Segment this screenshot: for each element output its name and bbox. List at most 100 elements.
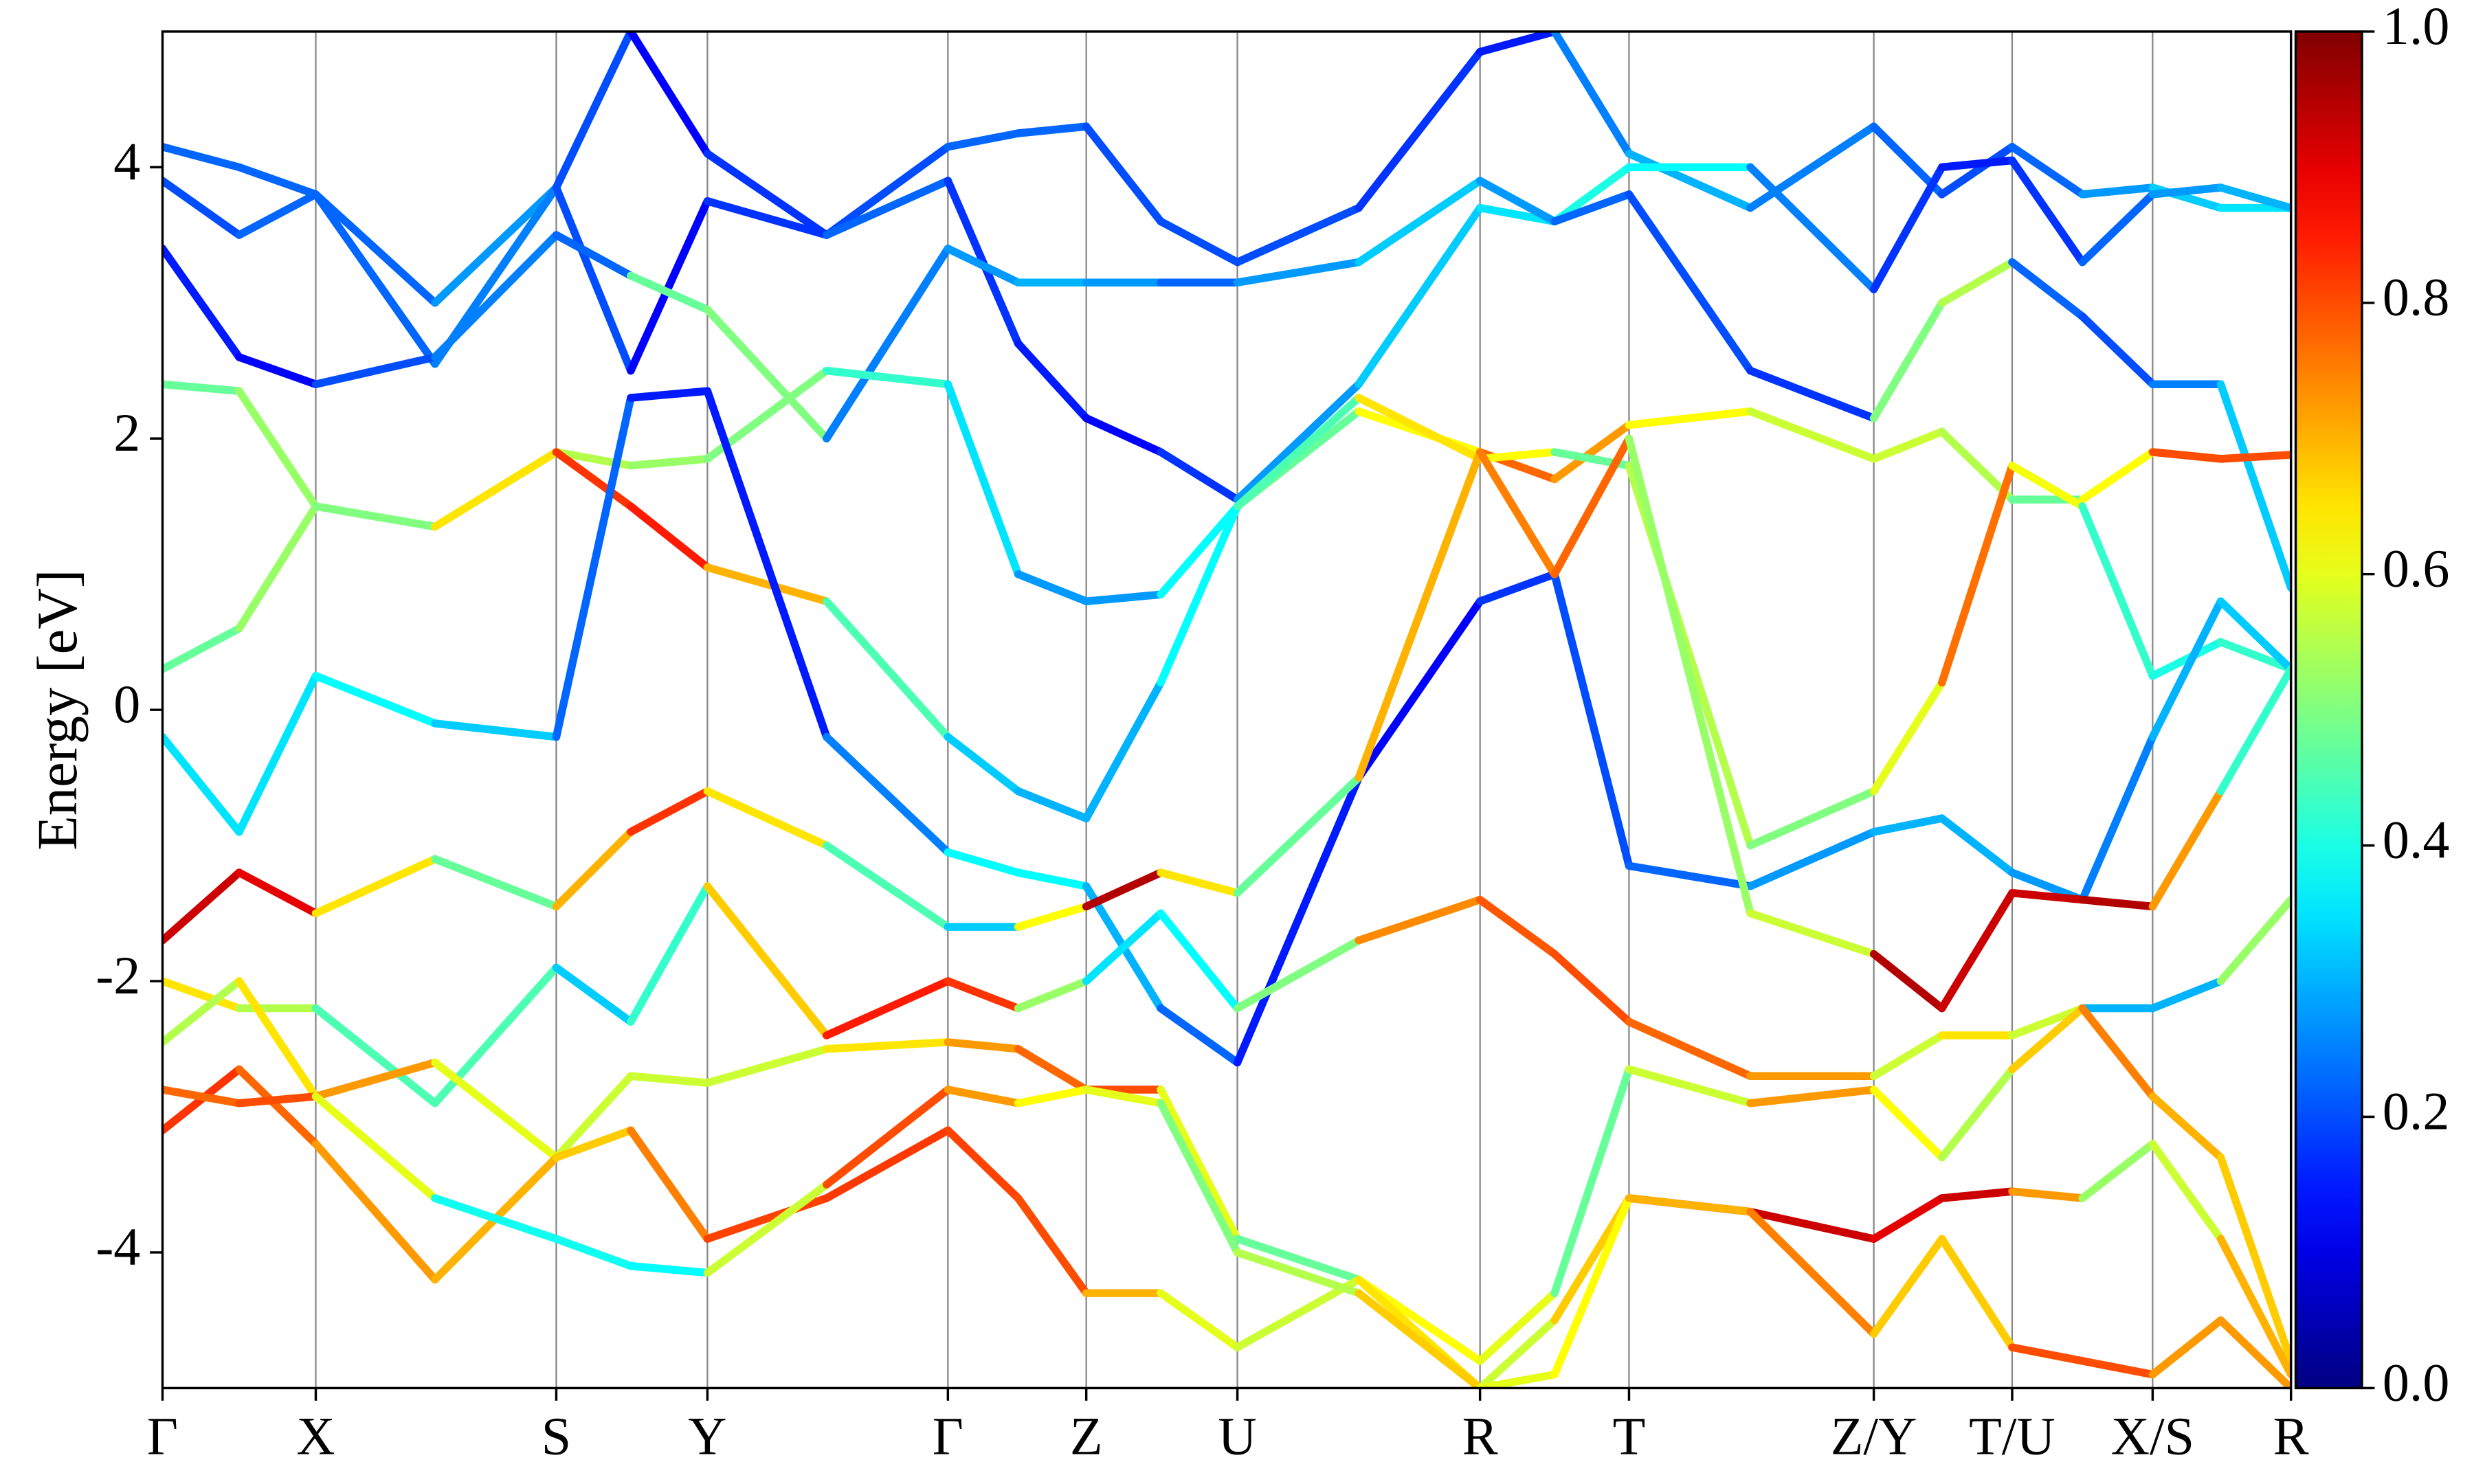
band-segment	[162, 732, 243, 836]
band-segment	[162, 143, 243, 172]
band-segment	[1550, 949, 1634, 1026]
band-segment	[1550, 420, 1634, 484]
band-segment	[1355, 895, 1484, 945]
band-segment	[1475, 1370, 1559, 1389]
band-segment	[1869, 1235, 1946, 1338]
band-segment	[431, 1058, 561, 1162]
band-segment	[1157, 909, 1242, 1013]
band-segment	[2078, 1140, 2157, 1202]
band-segment	[944, 977, 1023, 1013]
band-segment	[703, 787, 831, 850]
band-segment	[311, 190, 439, 368]
band-segment	[1937, 156, 2016, 172]
band-segment	[1233, 394, 1363, 510]
band-segment	[2078, 448, 2157, 504]
band-segment	[1082, 414, 1165, 456]
band-segment	[1355, 47, 1484, 212]
band-segment	[431, 1194, 561, 1243]
band-segment	[1355, 203, 1484, 389]
band-segment	[1746, 407, 1878, 463]
y-tick-label: -2	[96, 945, 140, 1005]
band-segment	[235, 353, 320, 389]
band-segment	[1014, 1045, 1091, 1094]
band-segment	[1869, 1194, 1946, 1243]
band-segment	[823, 245, 952, 443]
band-segment	[1157, 502, 1242, 687]
band-segment	[703, 1045, 831, 1087]
band-segment	[1869, 1031, 1946, 1081]
band-segment	[1869, 1086, 1946, 1162]
band-segment	[311, 190, 439, 307]
x-tick-label: X/S	[2111, 1406, 2194, 1465]
band-segment	[2216, 638, 2291, 673]
band-segment	[1014, 787, 1091, 822]
band-segment	[944, 380, 1023, 578]
band-segment	[1625, 1065, 1754, 1108]
x-tick-label: R	[1462, 1406, 1498, 1465]
band-segment	[627, 31, 712, 158]
band-segment	[1937, 1187, 2016, 1202]
band-segment	[235, 672, 320, 836]
band-segment	[1475, 177, 1559, 226]
band-segment	[1746, 1207, 1878, 1243]
band-segment	[1014, 977, 1091, 1013]
band-segment	[1475, 1316, 1559, 1389]
band-segment	[2148, 597, 2225, 741]
band-segment	[703, 196, 831, 239]
band-segment	[1157, 502, 1242, 599]
band-segment	[1625, 149, 1754, 212]
x-tick-label: T/U	[1969, 1406, 2055, 1465]
band-segment	[1233, 258, 1363, 286]
band-segment	[627, 1261, 712, 1277]
band-segment	[1082, 678, 1165, 822]
band-segment	[2078, 732, 2157, 904]
band-segment	[2008, 1004, 2086, 1039]
colorbar-tick-label: 0.4	[2383, 810, 2450, 870]
band-segment	[1937, 1065, 2016, 1162]
band-segment	[1355, 1289, 1484, 1389]
band-segment	[2216, 183, 2291, 212]
band-segment	[162, 977, 243, 1046]
band-segment	[552, 394, 635, 741]
band-segment	[703, 149, 831, 239]
band-segment	[1233, 936, 1363, 1013]
band-segment	[1014, 570, 1091, 605]
band-segment	[1625, 1194, 1754, 1216]
band-segment	[2148, 1140, 2225, 1243]
y-tick-label: 2	[113, 403, 140, 462]
band-segment	[311, 1140, 439, 1284]
band-segment	[235, 163, 320, 199]
band-segment	[1157, 1004, 1242, 1067]
band-segment	[1550, 190, 1634, 226]
band-segment	[552, 828, 635, 911]
band-segment	[823, 597, 952, 741]
band-segment	[2216, 451, 2291, 463]
band-segment	[627, 271, 712, 314]
band-segment	[703, 1194, 831, 1243]
band-segment	[1082, 1086, 1165, 1108]
band-segment	[2078, 183, 2157, 199]
band-segment	[1746, 828, 1878, 890]
band-segment	[1157, 868, 1242, 897]
grid	[161, 31, 2292, 1389]
band-segment	[2216, 1154, 2291, 1365]
band-segment	[944, 1126, 1023, 1202]
band-segment	[1937, 888, 2016, 1013]
band-segment	[552, 183, 635, 375]
band-segment	[1937, 258, 2016, 307]
band-segment	[235, 387, 320, 510]
band-segment	[944, 129, 1023, 151]
band-segment	[1746, 1207, 1878, 1338]
colorbar-tick-label: 0.2	[2383, 1081, 2450, 1140]
band-segment	[2008, 888, 2086, 904]
band-segment	[1014, 122, 1091, 137]
band-segment	[944, 1086, 1023, 1108]
band-segment	[703, 1180, 831, 1277]
colorbar-tick-label: 0.8	[2383, 267, 2450, 327]
band-segment	[1937, 143, 2016, 199]
band-segment	[944, 1038, 1023, 1053]
band-segment	[1937, 427, 2016, 504]
band-segment	[1355, 177, 1484, 267]
